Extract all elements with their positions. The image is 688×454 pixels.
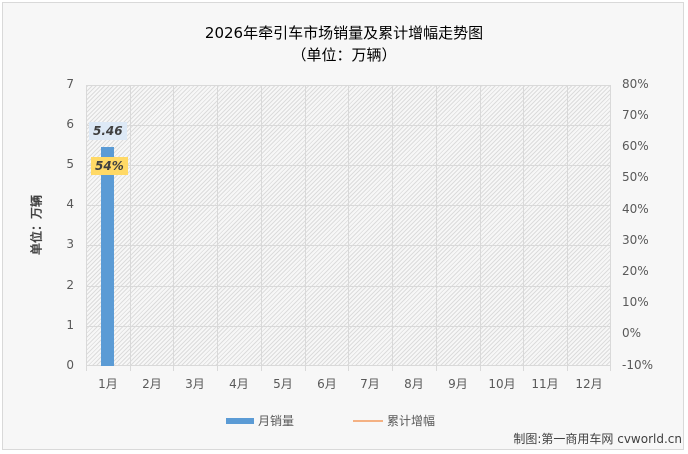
x-tick (86, 366, 87, 371)
gridline (261, 85, 262, 366)
y-tick-label: 2 (66, 278, 74, 292)
x-tick-label: 4月 (229, 377, 249, 391)
y-tick-label: 0 (66, 358, 74, 372)
y2-tick-label: 50% (622, 170, 649, 184)
x-tick-label: 12月 (575, 377, 603, 391)
x-tick (305, 366, 306, 371)
y2-tick-label: 20% (622, 264, 649, 278)
x-tick (261, 366, 262, 371)
gridline (348, 85, 349, 366)
chart-subtitle: （单位：万辆） (291, 46, 397, 64)
gridline (392, 85, 393, 366)
y-tick-label: 4 (66, 197, 74, 211)
x-tick (392, 366, 393, 371)
y2-tick-label: 40% (622, 202, 649, 216)
bar-value-label: 5.46 (89, 122, 127, 140)
growth-value-label: 54% (91, 157, 128, 175)
y-tick-label: 7 (66, 77, 74, 91)
x-tick (567, 366, 568, 371)
legend-label: 月销量 (258, 414, 295, 428)
x-tick-label: 11月 (531, 377, 559, 391)
y2-tick-label: -10% (622, 358, 654, 372)
x-tick (523, 366, 524, 371)
gridline (523, 85, 524, 366)
chart-title: 2026年牵引车市场销量及累计增幅走势图 (204, 24, 484, 42)
x-tick-label: 1月 (98, 377, 118, 391)
y2-tick-label: 70% (622, 108, 649, 122)
gridline (173, 85, 174, 366)
y-tick-label: 5 (66, 157, 74, 171)
x-tick (436, 366, 437, 371)
gridline (436, 85, 437, 366)
y2-tick-label: 0% (622, 326, 642, 340)
x-tick-label: 2月 (142, 377, 162, 391)
x-tick (610, 366, 611, 371)
legend-label: 累计增幅 (387, 414, 436, 428)
y-tick-label: 1 (66, 318, 74, 332)
x-tick-label: 3月 (185, 377, 205, 391)
gridline (130, 85, 131, 366)
x-tick (217, 366, 218, 371)
x-tick (130, 366, 131, 371)
bar-jan (101, 147, 114, 366)
gridline (217, 85, 218, 366)
x-tick-label: 10月 (488, 377, 516, 391)
x-tick (173, 366, 174, 371)
gridline (480, 85, 481, 366)
y-tick-label: 6 (66, 117, 74, 131)
x-tick-label: 8月 (404, 377, 424, 391)
y2-tick-label: 80% (622, 77, 649, 91)
gridline (305, 85, 306, 366)
y2-tick-label: 30% (622, 233, 649, 247)
y-axis-title: 单位：万辆 (29, 194, 44, 256)
bar-swatch-icon (226, 417, 254, 424)
credit-text: 制图:第一商用车网 cvworld.cn (513, 432, 682, 446)
x-tick-label: 6月 (317, 377, 337, 391)
line-swatch-icon (353, 419, 383, 422)
y2-tick-label: 60% (622, 139, 649, 153)
legend-item-monthly-sales: 月销量 (226, 412, 294, 429)
gridline (567, 85, 568, 366)
x-tick-label: 7月 (360, 377, 380, 391)
x-tick-label: 9月 (448, 377, 468, 391)
y2-tick-label: 10% (622, 295, 649, 309)
legend-item-cumulative-growth: 累计增幅 (353, 412, 435, 429)
y-tick-label: 3 (66, 237, 74, 251)
x-tick (480, 366, 481, 371)
x-tick (348, 366, 349, 371)
x-tick-label: 5月 (273, 377, 293, 391)
